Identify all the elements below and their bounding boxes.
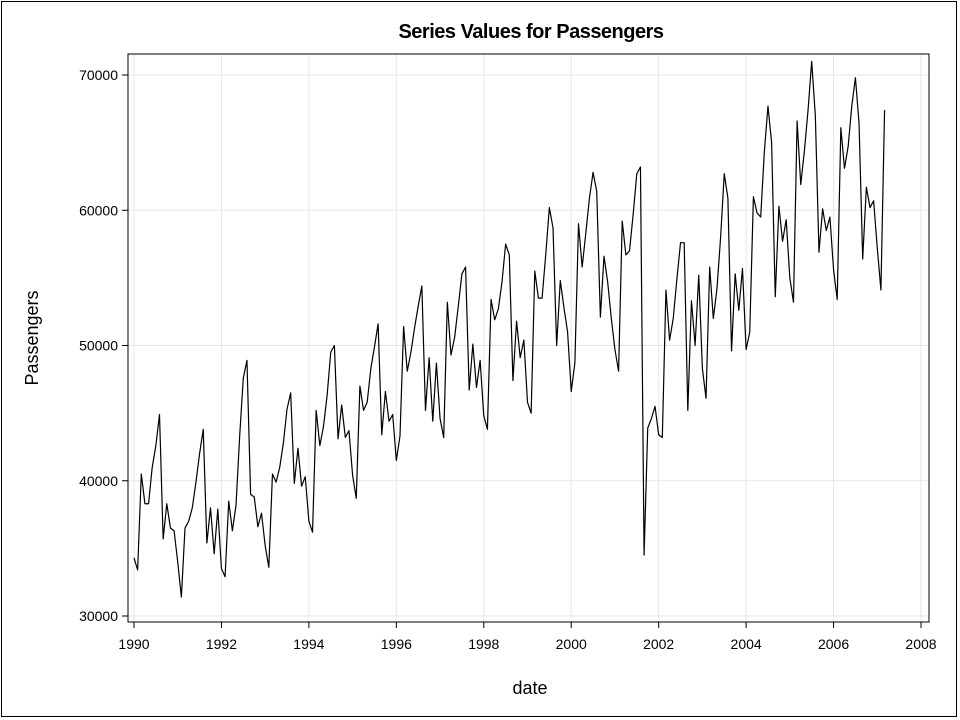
y-tick-label: 30000 <box>79 608 118 624</box>
plot-area <box>127 53 930 623</box>
x-tick-label: 2000 <box>556 636 587 652</box>
chart-title: Series Values for Passengers <box>398 21 663 43</box>
axis-ticks: 1990 1992 1994 1996 1998 2000 2002 2004 2006 2008… <box>79 67 937 652</box>
x-tick-label: 2008 <box>905 636 936 652</box>
x-tick-label: 1992 <box>206 636 237 652</box>
x-tick-label: 2002 <box>643 636 674 652</box>
passengers-series-line <box>133 60 886 598</box>
x-tick-label: 1996 <box>381 636 412 652</box>
x-axis-label: date <box>512 678 547 698</box>
grid-lines <box>128 54 929 622</box>
y-tick-label: 70000 <box>79 67 118 83</box>
y-tick-label: 40000 <box>79 473 118 489</box>
x-tick-label: 1994 <box>293 636 324 652</box>
y-axis-label: Passengers <box>22 290 42 385</box>
y-tick-label: 50000 <box>79 338 118 354</box>
y-tick-label: 60000 <box>79 202 118 218</box>
x-tick-label: 2004 <box>731 636 762 652</box>
x-tick-label: 1998 <box>468 636 499 652</box>
x-tick-label: 2006 <box>818 636 849 652</box>
x-tick-label: 1990 <box>118 636 149 652</box>
